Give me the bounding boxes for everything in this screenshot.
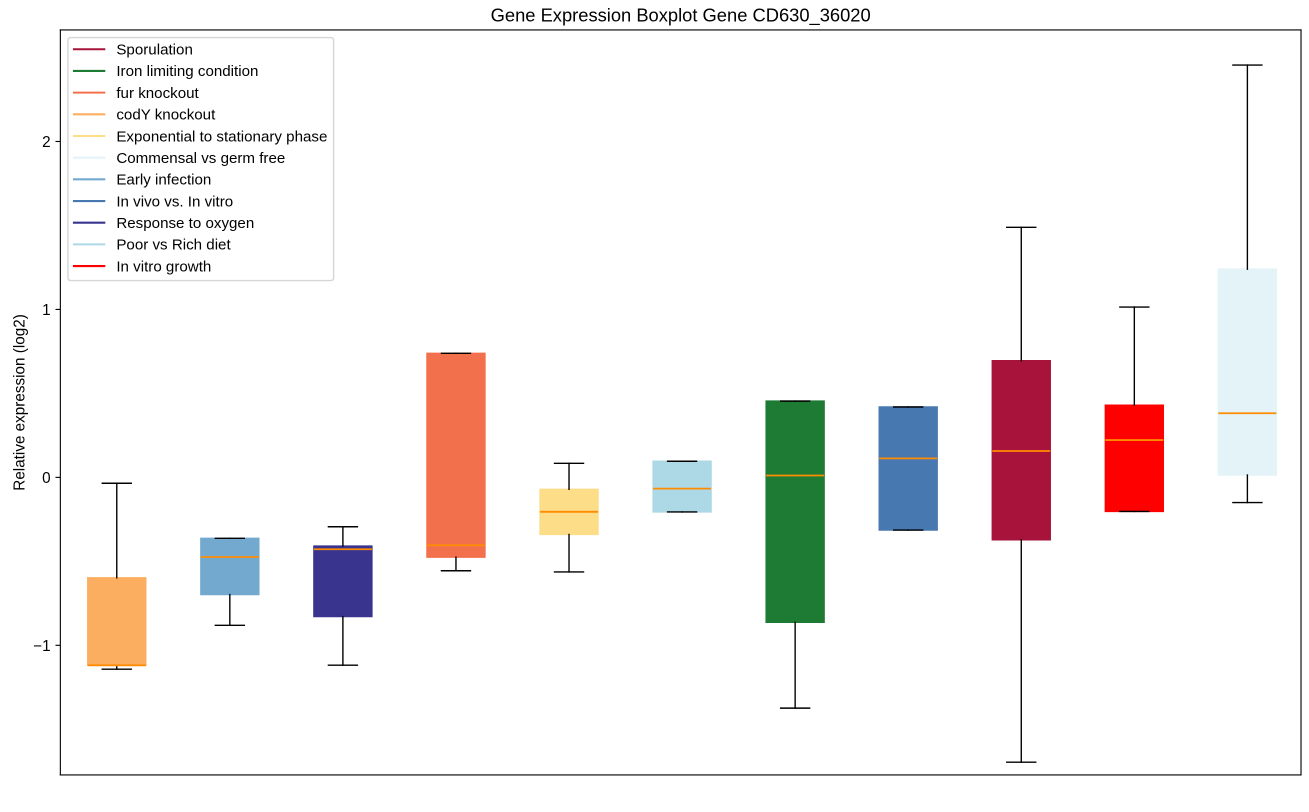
svg-text:Sporulation: Sporulation xyxy=(116,42,193,59)
svg-text:Response to oxygen: Response to oxygen xyxy=(116,215,254,232)
svg-text:Poor vs Rich diet: Poor vs Rich diet xyxy=(116,237,231,254)
svg-text:Early infection: Early infection xyxy=(116,172,211,189)
svg-text:In vitro growth: In vitro growth xyxy=(116,258,211,275)
svg-text:0: 0 xyxy=(42,470,51,487)
svg-text:fur knockout: fur knockout xyxy=(116,85,199,102)
svg-text:1: 1 xyxy=(42,302,51,319)
svg-text:Gene Expression Boxplot Gene C: Gene Expression Boxplot Gene CD630_36020 xyxy=(491,5,871,27)
svg-text:Commensal vs germ free: Commensal vs germ free xyxy=(116,150,285,167)
svg-text:Exponential to stationary phas: Exponential to stationary phase xyxy=(116,128,327,145)
svg-text:codY knockout: codY knockout xyxy=(116,107,216,124)
svg-text:Iron limiting condition: Iron limiting condition xyxy=(116,63,258,80)
svg-text:−1: −1 xyxy=(33,638,50,655)
svg-text:In vivo vs. In vitro: In vivo vs. In vitro xyxy=(116,193,233,210)
svg-text:Relative expression (log2): Relative expression (log2) xyxy=(11,314,28,491)
svg-text:2: 2 xyxy=(42,134,51,151)
